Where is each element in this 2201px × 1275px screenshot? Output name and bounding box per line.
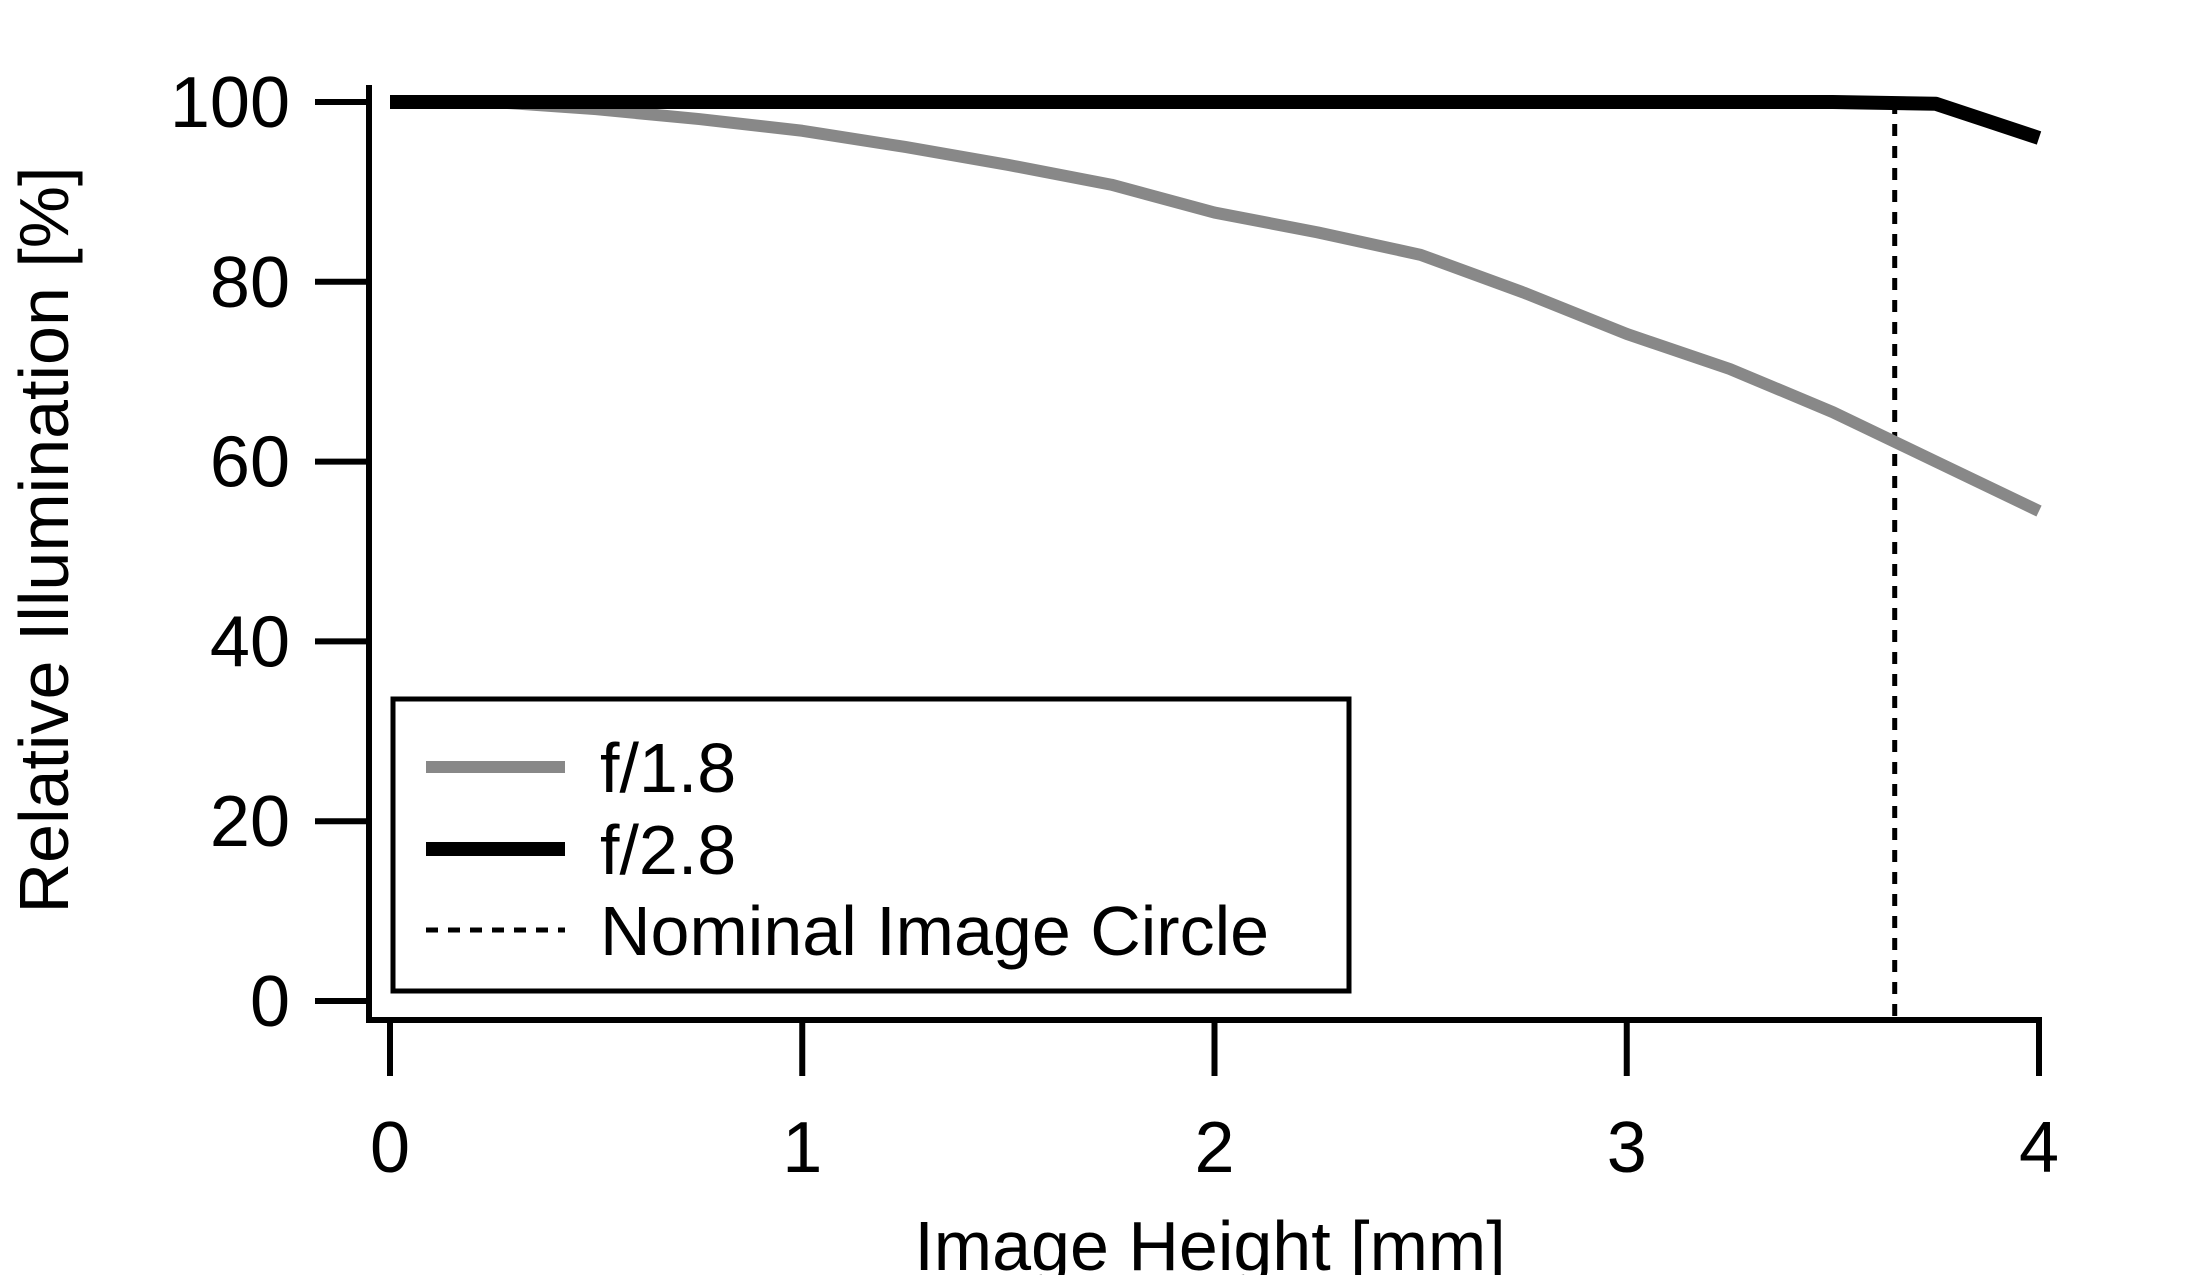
y-tick-label: 20 [210,782,290,862]
legend-label: f/1.8 [600,729,736,807]
y-tick-label: 40 [210,602,290,682]
x-tick-label: 1 [782,1108,822,1188]
series-line [390,95,2042,145]
y-axis-label: Relative Illumination [%] [5,167,83,914]
x-tick-label: 3 [1607,1108,1647,1188]
y-tick-label: 60 [210,423,290,503]
x-axis-label: Image Height [mm] [914,1207,1505,1275]
x-tick-label: 4 [2019,1108,2059,1188]
y-tick-label: 80 [210,243,290,323]
y-tick-label: 0 [250,962,290,1042]
series-line [390,96,2042,517]
x-tick-label: 0 [370,1108,410,1188]
legend-label: Nominal Image Circle [600,892,1269,970]
y-tick-label: 100 [170,63,290,143]
x-tick-label: 2 [1194,1108,1234,1188]
legend-label: f/2.8 [600,811,736,889]
